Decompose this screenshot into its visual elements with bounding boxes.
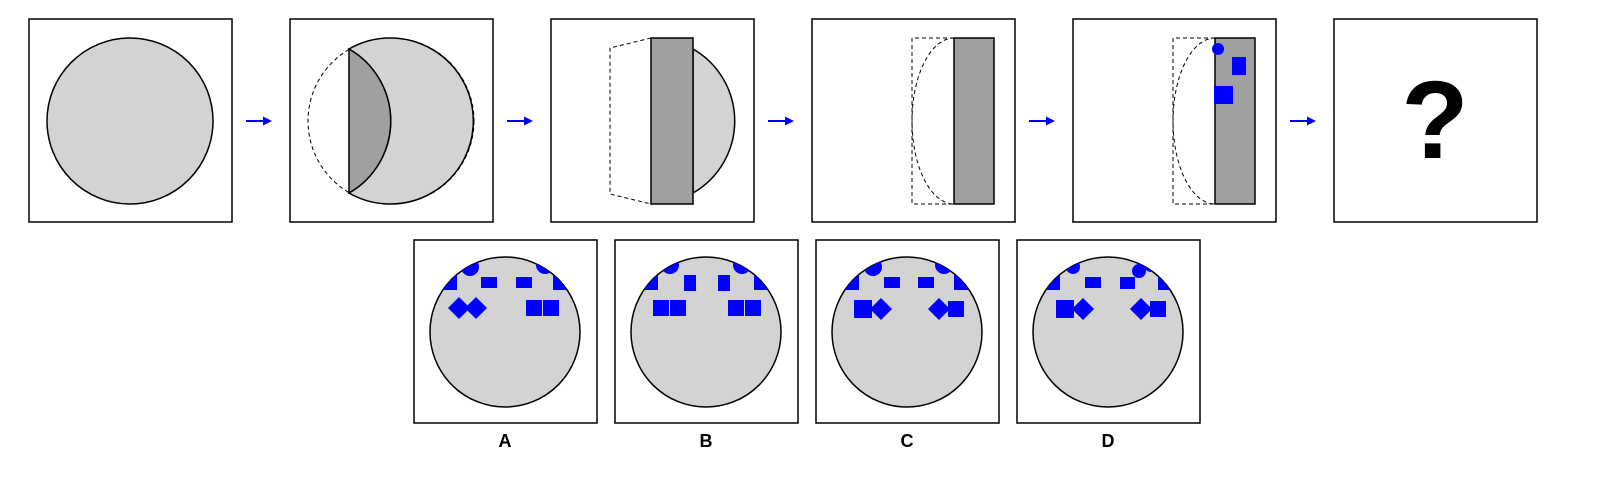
hole-diamond	[448, 297, 470, 319]
hole-square	[481, 277, 497, 288]
folded-flap	[348, 47, 392, 195]
option-label: C	[901, 431, 914, 451]
hole-circle	[1132, 264, 1146, 278]
hole-square	[1120, 277, 1135, 289]
folded-band	[650, 37, 694, 205]
option-c[interactable]: C	[815, 239, 1000, 451]
hole-square	[1056, 300, 1074, 318]
hole-diamond	[928, 298, 950, 320]
hole-circle	[1212, 43, 1224, 55]
hole-square	[854, 300, 872, 318]
arrow-2	[507, 116, 533, 126]
hole-square	[1085, 277, 1101, 288]
hole-square	[653, 300, 669, 316]
question-mark: ?	[1401, 59, 1468, 182]
option-b[interactable]: B	[614, 239, 799, 451]
step-panel-6: ?	[1333, 18, 1538, 223]
paper-right	[692, 47, 736, 195]
paper-circle	[429, 256, 581, 408]
hole-diamond	[870, 298, 892, 320]
holes-group	[443, 257, 567, 319]
hole-square	[1150, 301, 1166, 317]
folded-stack	[1214, 37, 1256, 205]
step-panel-1	[28, 18, 233, 223]
dashed-outline	[911, 37, 955, 205]
hole-diamond	[465, 297, 487, 319]
arrow-4	[1029, 116, 1055, 126]
hole-square	[526, 300, 542, 316]
paper-circle	[831, 256, 983, 408]
hole-diamond	[1072, 298, 1094, 320]
option-label: D	[1102, 431, 1115, 451]
hole-square	[543, 300, 559, 316]
step-panel-3	[550, 18, 755, 223]
folded-stack	[953, 37, 995, 205]
arrow-5	[1290, 116, 1316, 126]
option-label: A	[499, 431, 512, 451]
step-panel-2	[289, 18, 494, 223]
holes-group	[644, 257, 768, 316]
paper-circle	[630, 256, 782, 408]
option-label: B	[700, 431, 713, 451]
hole-square	[684, 275, 696, 291]
step-panel-5	[1072, 18, 1277, 223]
option-a[interactable]: A	[413, 239, 598, 451]
paper-circle	[46, 37, 214, 205]
paper-circle	[1032, 256, 1184, 408]
panel-frame	[1333, 18, 1538, 223]
hole-square	[1232, 57, 1246, 75]
hole-square	[728, 300, 744, 316]
hole-square	[884, 277, 900, 288]
hole-square	[516, 277, 532, 288]
hole-square	[948, 301, 964, 317]
hole-square	[1214, 86, 1233, 104]
hole-square	[718, 275, 730, 291]
arrow-3	[768, 116, 794, 126]
hole-square	[918, 277, 934, 288]
arrow-1	[246, 116, 272, 126]
hole-square	[670, 300, 686, 316]
option-d[interactable]: D	[1016, 239, 1201, 451]
dashed-outline	[1172, 37, 1216, 205]
hole-square	[745, 300, 761, 316]
hole-diamond	[1130, 298, 1152, 320]
step-panel-4	[811, 18, 1016, 223]
